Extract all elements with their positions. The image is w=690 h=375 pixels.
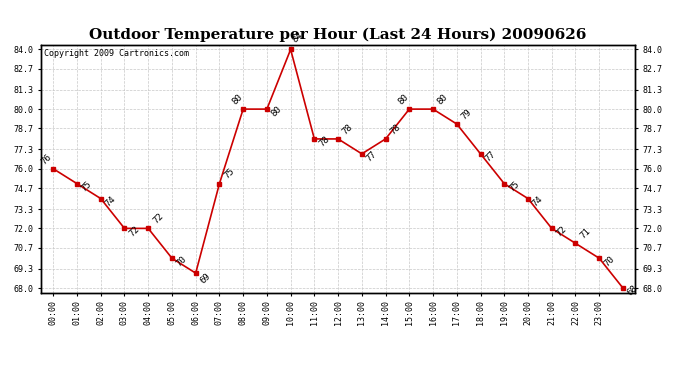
Text: 72: 72 (555, 224, 569, 238)
Text: 78: 78 (341, 122, 355, 136)
Title: Outdoor Temperature per Hour (Last 24 Hours) 20090626: Outdoor Temperature per Hour (Last 24 Ho… (90, 28, 586, 42)
Text: 80: 80 (230, 92, 245, 106)
Text: 70: 70 (175, 254, 188, 268)
Text: 68: 68 (626, 284, 640, 298)
Text: 69: 69 (199, 272, 213, 286)
Text: 77: 77 (483, 150, 497, 164)
Text: 72: 72 (151, 211, 165, 226)
Text: 70: 70 (602, 254, 616, 268)
Text: Copyright 2009 Cartronics.com: Copyright 2009 Cartronics.com (44, 49, 189, 58)
Text: 75: 75 (80, 179, 94, 194)
Text: 72: 72 (127, 224, 141, 238)
Text: 76: 76 (39, 152, 53, 166)
Text: 78: 78 (317, 135, 331, 148)
Text: 77: 77 (364, 150, 379, 164)
Text: 75: 75 (507, 179, 521, 194)
Text: 84: 84 (290, 30, 304, 44)
Text: 75: 75 (222, 167, 236, 181)
Text: 74: 74 (104, 194, 117, 208)
Text: 80: 80 (397, 92, 411, 106)
Text: 79: 79 (460, 107, 473, 121)
Text: 80: 80 (270, 105, 284, 119)
Text: 74: 74 (531, 194, 544, 208)
Text: 71: 71 (578, 226, 592, 240)
Text: 80: 80 (436, 92, 450, 106)
Text: 78: 78 (388, 122, 402, 136)
